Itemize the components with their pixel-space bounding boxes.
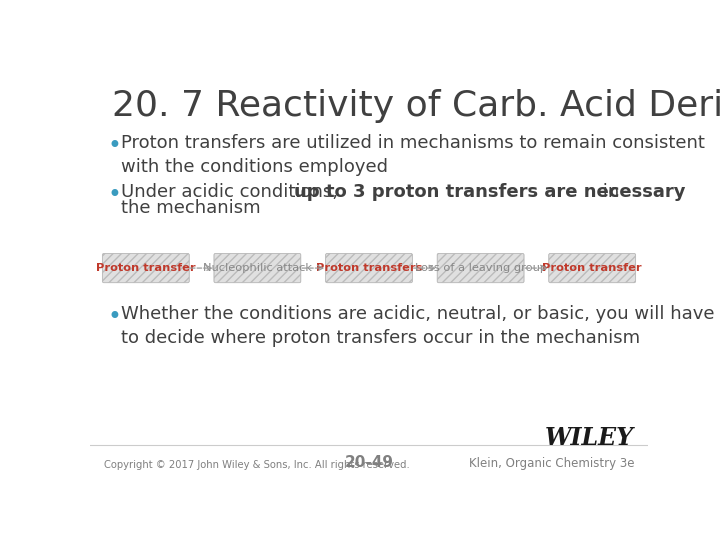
- Text: in: in: [597, 183, 619, 201]
- Text: •: •: [107, 183, 121, 207]
- Text: 20-49: 20-49: [344, 455, 394, 470]
- Text: Proton transfer: Proton transfer: [542, 263, 642, 273]
- Text: Proton transfer: Proton transfer: [96, 263, 196, 273]
- FancyBboxPatch shape: [437, 253, 524, 283]
- Text: the mechanism: the mechanism: [121, 199, 261, 217]
- Text: •: •: [107, 134, 121, 158]
- Text: Nucleophilic attack: Nucleophilic attack: [203, 263, 312, 273]
- Text: Klein, Organic Chemistry 3e: Klein, Organic Chemistry 3e: [469, 457, 634, 470]
- Text: Under acidic conditions,: Under acidic conditions,: [121, 183, 343, 201]
- Text: Whether the conditions are acidic, neutral, or basic, you will have
to decide wh: Whether the conditions are acidic, neutr…: [121, 305, 714, 347]
- FancyBboxPatch shape: [214, 253, 301, 283]
- Text: •: •: [107, 305, 121, 329]
- FancyBboxPatch shape: [549, 253, 636, 283]
- Text: up to 3 proton transfers are necessary: up to 3 proton transfers are necessary: [294, 183, 685, 201]
- Text: WILEY: WILEY: [545, 426, 634, 450]
- Text: Copyright © 2017 John Wiley & Sons, Inc. All rights reserved.: Copyright © 2017 John Wiley & Sons, Inc.…: [104, 460, 410, 470]
- FancyBboxPatch shape: [102, 253, 189, 283]
- Text: 20. 7 Reactivity of Carb. Acid Derivatives: 20. 7 Reactivity of Carb. Acid Derivativ…: [112, 90, 720, 124]
- Text: Proton transfers: Proton transfers: [316, 263, 422, 273]
- Text: Proton transfers are utilized in mechanisms to remain consistent
with the condit: Proton transfers are utilized in mechani…: [121, 134, 705, 177]
- FancyBboxPatch shape: [325, 253, 413, 283]
- Text: Loss of a leaving group: Loss of a leaving group: [415, 263, 546, 273]
